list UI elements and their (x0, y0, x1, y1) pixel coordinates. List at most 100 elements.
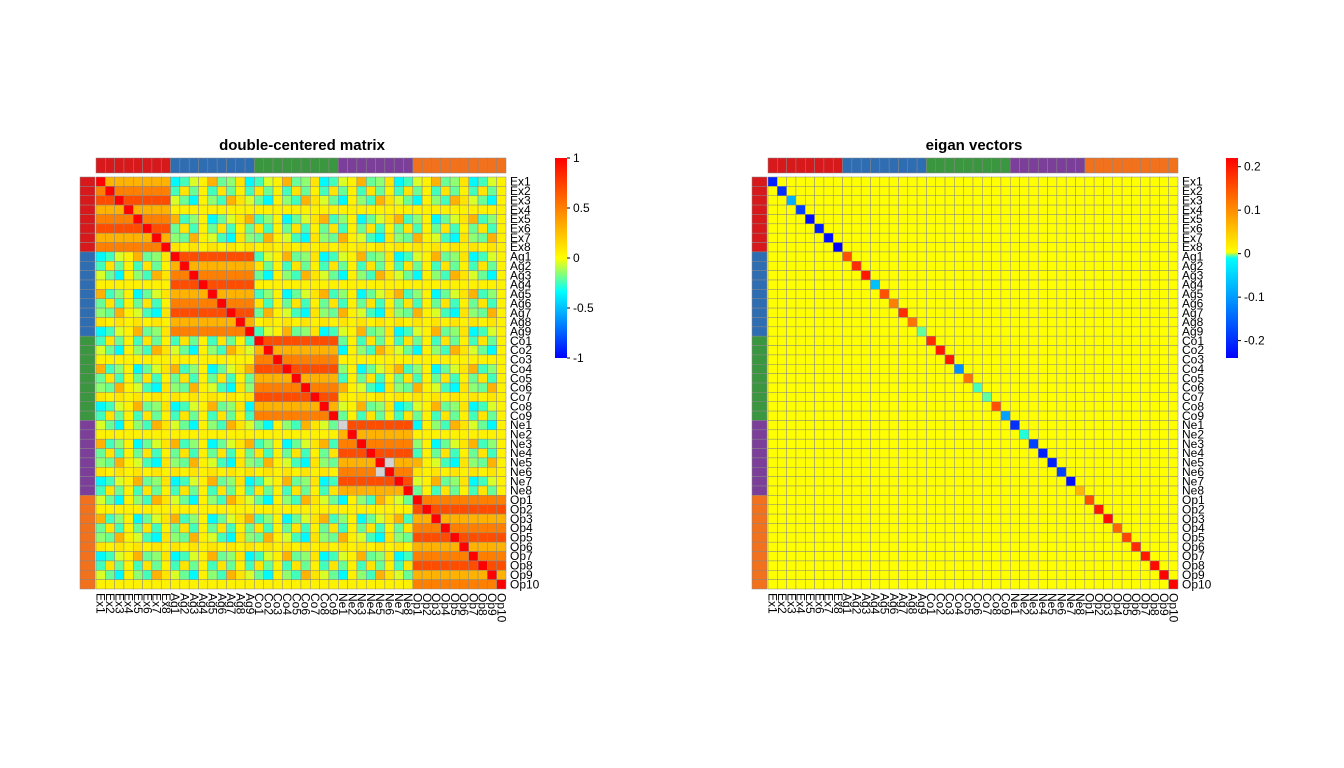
heatmap-cell (310, 364, 320, 374)
heatmap-cell (851, 560, 862, 571)
heatmap-cell (254, 223, 264, 234)
heatmap-cell (870, 326, 881, 337)
heatmap-cell (105, 354, 115, 365)
heatmap-cell (170, 261, 181, 271)
column-label: Op10 (494, 593, 508, 623)
heatmap-cell (972, 242, 983, 253)
heatmap-cell (412, 410, 423, 421)
heatmap-cell (1168, 195, 1179, 206)
heatmap-cell (1056, 485, 1067, 496)
row-label: Ex4 (510, 203, 531, 217)
heatmap-cell (338, 195, 348, 206)
heatmap-cell (1112, 270, 1123, 281)
heatmap-cell (1131, 551, 1141, 562)
heatmap-cell (1019, 476, 1030, 487)
heatmap-cell (786, 176, 797, 187)
heatmap-cell (114, 438, 125, 449)
heatmap-cell (814, 485, 825, 496)
heatmap-cell (188, 307, 199, 318)
heatmap-cell (393, 242, 404, 253)
heatmap-cell (954, 467, 964, 477)
heatmap-cell (935, 261, 946, 271)
heatmap-cell (142, 541, 153, 552)
heatmap-cell (842, 476, 853, 487)
heatmap-cell (216, 401, 227, 412)
column-label: Ag7 (224, 593, 238, 615)
heatmap-cell (347, 223, 358, 234)
heatmap-cell (328, 513, 339, 524)
heatmap-cell (991, 382, 1002, 393)
heatmap-cell (393, 457, 404, 468)
heatmap-cell (179, 457, 190, 468)
heatmap-cell (888, 242, 899, 253)
heatmap-cell (898, 579, 909, 590)
heatmap-cell (263, 429, 274, 440)
heatmap-cell (310, 504, 320, 515)
heatmap-cell (972, 335, 983, 346)
heatmap-cell (440, 204, 451, 215)
heatmap-cell (888, 270, 899, 281)
heatmap-cell (300, 204, 311, 215)
heatmap-cell (991, 326, 1002, 337)
heatmap-cell (1131, 242, 1141, 253)
heatmap-cell (1056, 251, 1067, 262)
heatmap-cell (95, 579, 106, 590)
heatmap-cell (328, 476, 339, 487)
heatmap-cell (105, 579, 115, 590)
heatmap-cell (431, 242, 442, 253)
heatmap-cell (1075, 326, 1086, 337)
heatmap-cell (291, 401, 302, 412)
heatmap-cell (338, 438, 348, 449)
heatmap-cell (207, 541, 218, 552)
heatmap-cell (879, 579, 890, 590)
heatmap-cell (300, 420, 311, 431)
heatmap-cell (403, 532, 414, 543)
heatmap-cell (188, 495, 199, 505)
heatmap-cell (440, 457, 451, 468)
heatmap-cell (114, 579, 125, 590)
heatmap-cell (935, 410, 946, 421)
heatmap-cell (440, 317, 451, 328)
heatmap-cell (767, 485, 778, 496)
heatmap-cell (823, 495, 834, 505)
heatmap-cell (842, 485, 853, 496)
heatmap-cell (814, 373, 825, 384)
heatmap-cell (151, 261, 162, 271)
heatmap-cell (347, 279, 358, 290)
heatmap-cell (777, 232, 787, 243)
heatmap-cell (842, 392, 853, 402)
heatmap-cell (440, 326, 451, 337)
heatmap-cell (851, 204, 862, 215)
heatmap-cell (832, 176, 843, 187)
heatmap-cell (449, 429, 460, 440)
heatmap-cell (123, 438, 134, 449)
heatmap-cell (384, 354, 395, 365)
heatmap-cell (1019, 448, 1030, 459)
row-label: Co6 (1182, 381, 1204, 395)
heatmap-cell (319, 467, 330, 477)
heatmap-cell (1112, 214, 1123, 225)
heatmap-cell (1028, 401, 1039, 412)
heatmap-cell (403, 195, 414, 206)
heatmap-cell (954, 401, 964, 412)
heatmap-cell (95, 232, 106, 243)
heatmap-cell (114, 214, 125, 225)
heatmap-cell (851, 513, 862, 524)
heatmap-cell (898, 560, 909, 571)
heatmap-cell (375, 420, 386, 431)
heatmap-cell (95, 317, 106, 328)
heatmap-cell (496, 214, 507, 225)
heatmap-cell (226, 289, 237, 299)
heatmap-cell (449, 504, 460, 515)
heatmap-cell (421, 307, 432, 318)
heatmap-cell (1084, 438, 1095, 449)
column-label: Op10 (1166, 593, 1180, 623)
row-annotation-cell (751, 195, 768, 206)
heatmap-cell (356, 335, 367, 346)
row-annotation-cell (79, 579, 96, 590)
heatmap-cell (477, 289, 488, 299)
heatmap-cell (1140, 223, 1151, 234)
heatmap-cell (496, 410, 507, 421)
heatmap-cell (300, 261, 311, 271)
heatmap-cell (477, 223, 488, 234)
